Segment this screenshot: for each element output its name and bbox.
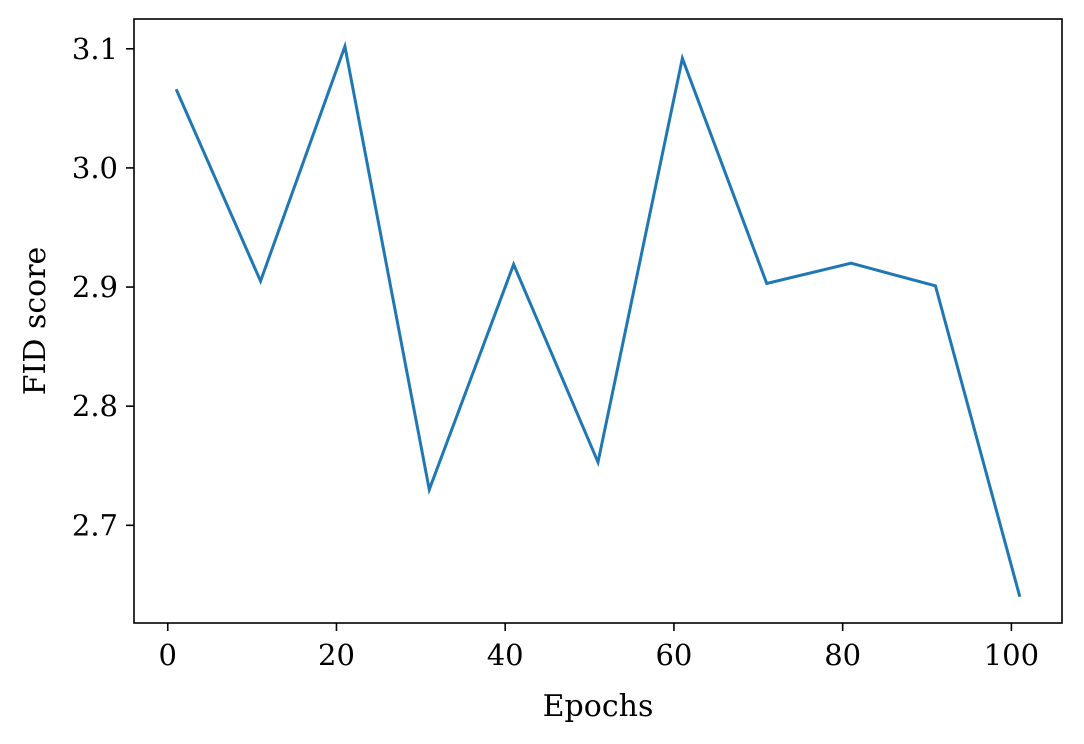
y-tick-label: 3.0 <box>72 151 118 185</box>
x-tick-label: 20 <box>318 638 355 672</box>
x-axis-title: Epochs <box>543 689 654 724</box>
x-tick-label: 40 <box>487 638 524 672</box>
x-tick-label: 60 <box>655 638 692 672</box>
y-axis-ticks: 2.7 2.8 2.9 3.0 3.1 <box>72 32 134 542</box>
plot-area-frame <box>133 18 1063 624</box>
x-tick-label: 80 <box>824 638 861 672</box>
y-axis-title: FID score <box>18 247 53 396</box>
series-layer <box>174 40 1022 598</box>
x-tick-label: 100 <box>984 638 1039 672</box>
x-axis-ticks: 0 20 40 60 80 100 <box>159 623 1039 672</box>
y-tick-label: 2.8 <box>72 389 118 423</box>
y-tick-label: 2.7 <box>72 508 118 542</box>
fid-score-line <box>174 40 1022 598</box>
x-tick-label: 0 <box>159 638 177 672</box>
y-tick-label: 2.9 <box>72 270 118 304</box>
y-tick-label: 3.1 <box>72 32 118 66</box>
